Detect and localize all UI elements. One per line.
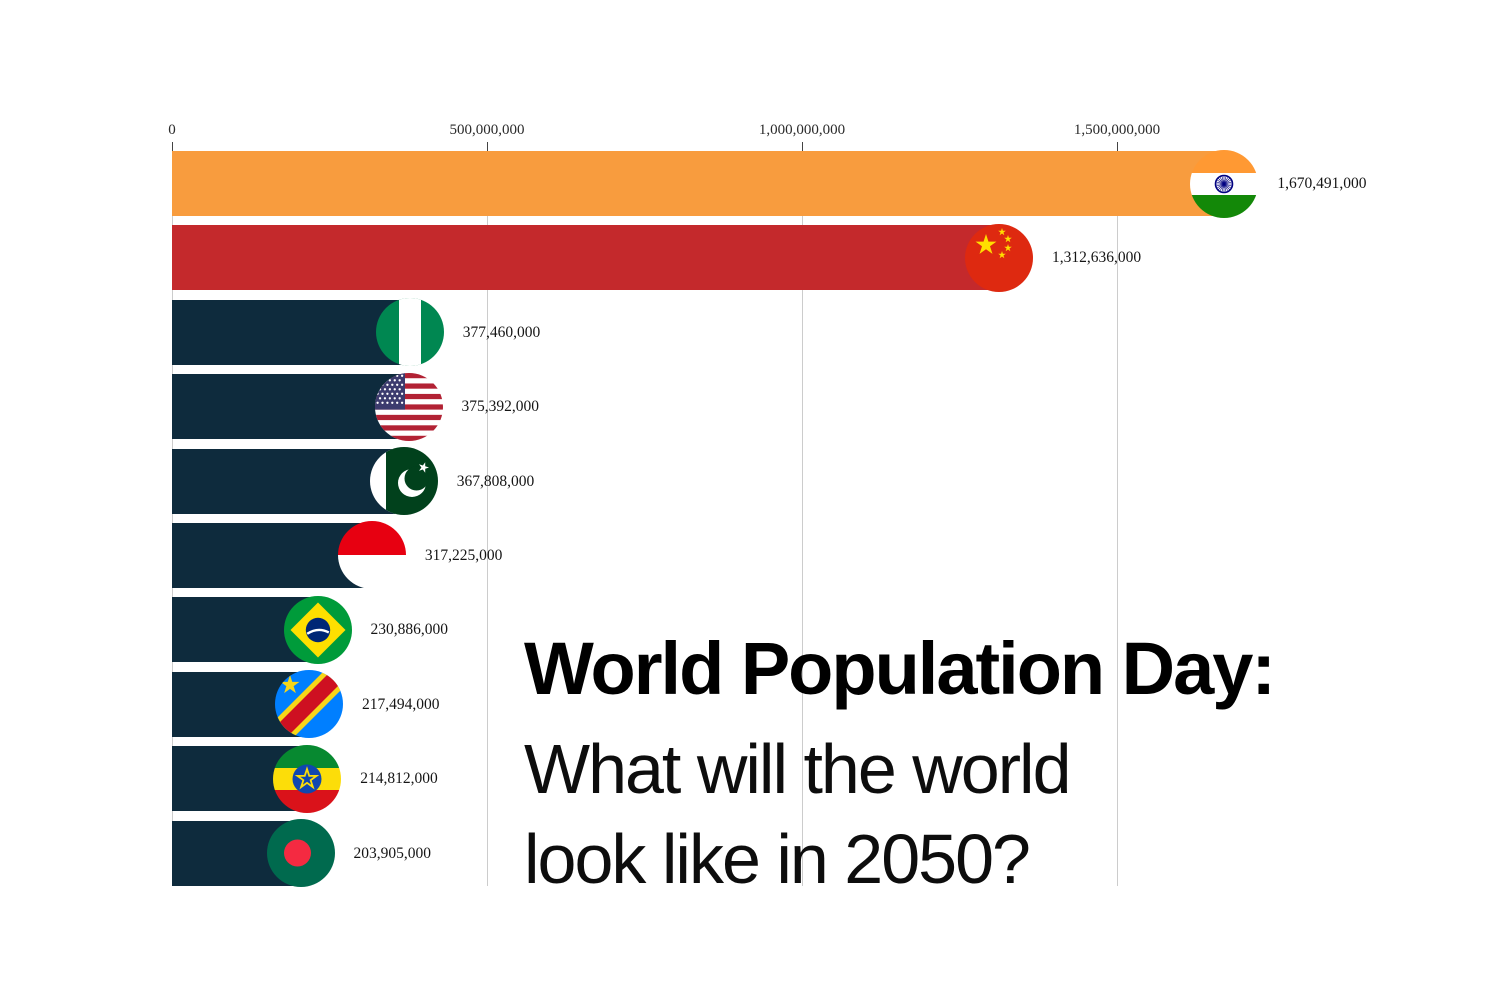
bar-row-brazil: 230,886,000 <box>172 595 1501 664</box>
value-label: 1,670,491,000 <box>1277 175 1367 192</box>
value-label: 214,812,000 <box>360 770 438 788</box>
title-line-1: What will the world <box>524 730 1072 808</box>
chart-title: World Population Day: What will the worl… <box>524 627 1276 904</box>
ethiopia-flag-icon <box>273 744 342 813</box>
bangladesh-flag-icon <box>266 819 335 888</box>
value-label: 317,225,000 <box>424 546 503 564</box>
x-tick-mark <box>487 142 488 151</box>
bar-row-usa: 375,392,000 <box>172 372 1501 441</box>
population-bar <box>172 299 410 365</box>
gridline <box>487 151 488 886</box>
value-label: 367,808,000 <box>456 472 535 490</box>
x-tick-label: 0 <box>168 122 176 138</box>
brazil-flag-icon <box>283 595 352 664</box>
x-tick-mark <box>802 142 803 151</box>
china-flag-icon <box>965 223 1033 292</box>
x-axis: 0 500,000,000 1,000,000,000 1,500,000,000 <box>168 122 1372 152</box>
bar-row-indonesia: 317,225,000 <box>172 521 1501 590</box>
bar-row-india: 1,670,491,000 <box>172 149 1501 218</box>
gridline <box>802 151 803 886</box>
value-label: 377,460,000 <box>462 323 541 341</box>
x-tick-label: 500,000,000 <box>449 122 525 138</box>
value-label: 217,494,000 <box>362 695 440 713</box>
value-label: 230,886,000 <box>370 621 449 639</box>
population-bar <box>172 448 404 514</box>
value-label: 1,312,636,000 <box>1052 249 1142 267</box>
bar-row-nigeria: 377,460,000 <box>172 298 1501 367</box>
bar-row-dr-congo: 217,494,000 <box>172 670 1501 739</box>
population-bar <box>172 374 409 440</box>
indonesia-flag-icon <box>337 521 406 590</box>
bar-row-bangladesh: 203,905,000 <box>172 819 1501 888</box>
india-flag-icon <box>1190 149 1259 218</box>
x-tick-label: 1,500,000,000 <box>1073 122 1161 138</box>
gridline <box>172 151 173 886</box>
x-tick-mark <box>172 142 173 151</box>
population-bar <box>172 151 1225 216</box>
usa-flag-icon <box>374 372 443 441</box>
bar-row-china: 1,312,636,000 <box>172 223 1501 292</box>
x-tick-mark <box>1117 142 1118 151</box>
pakistan-flag-icon <box>369 447 438 516</box>
gridline <box>1117 151 1118 886</box>
plot-area: 1,670,491,000 1,312,636,000 377,460,000 375… <box>172 149 1501 888</box>
value-label: 375,392,000 <box>461 398 540 416</box>
bar-row-pakistan: 367,808,000 <box>172 447 1501 516</box>
title-heading: World Population Day: <box>524 627 1276 710</box>
dr-congo-flag-icon <box>275 670 343 739</box>
population-bar <box>172 225 999 291</box>
title-line-2: look like in 2050? <box>524 820 1031 898</box>
value-label: 203,905,000 <box>353 844 432 862</box>
nigeria-flag-icon <box>375 298 444 367</box>
bar-row-ethiopia: 214,812,000 <box>172 744 1501 813</box>
x-tick-label: 1,000,000,000 <box>758 122 846 138</box>
